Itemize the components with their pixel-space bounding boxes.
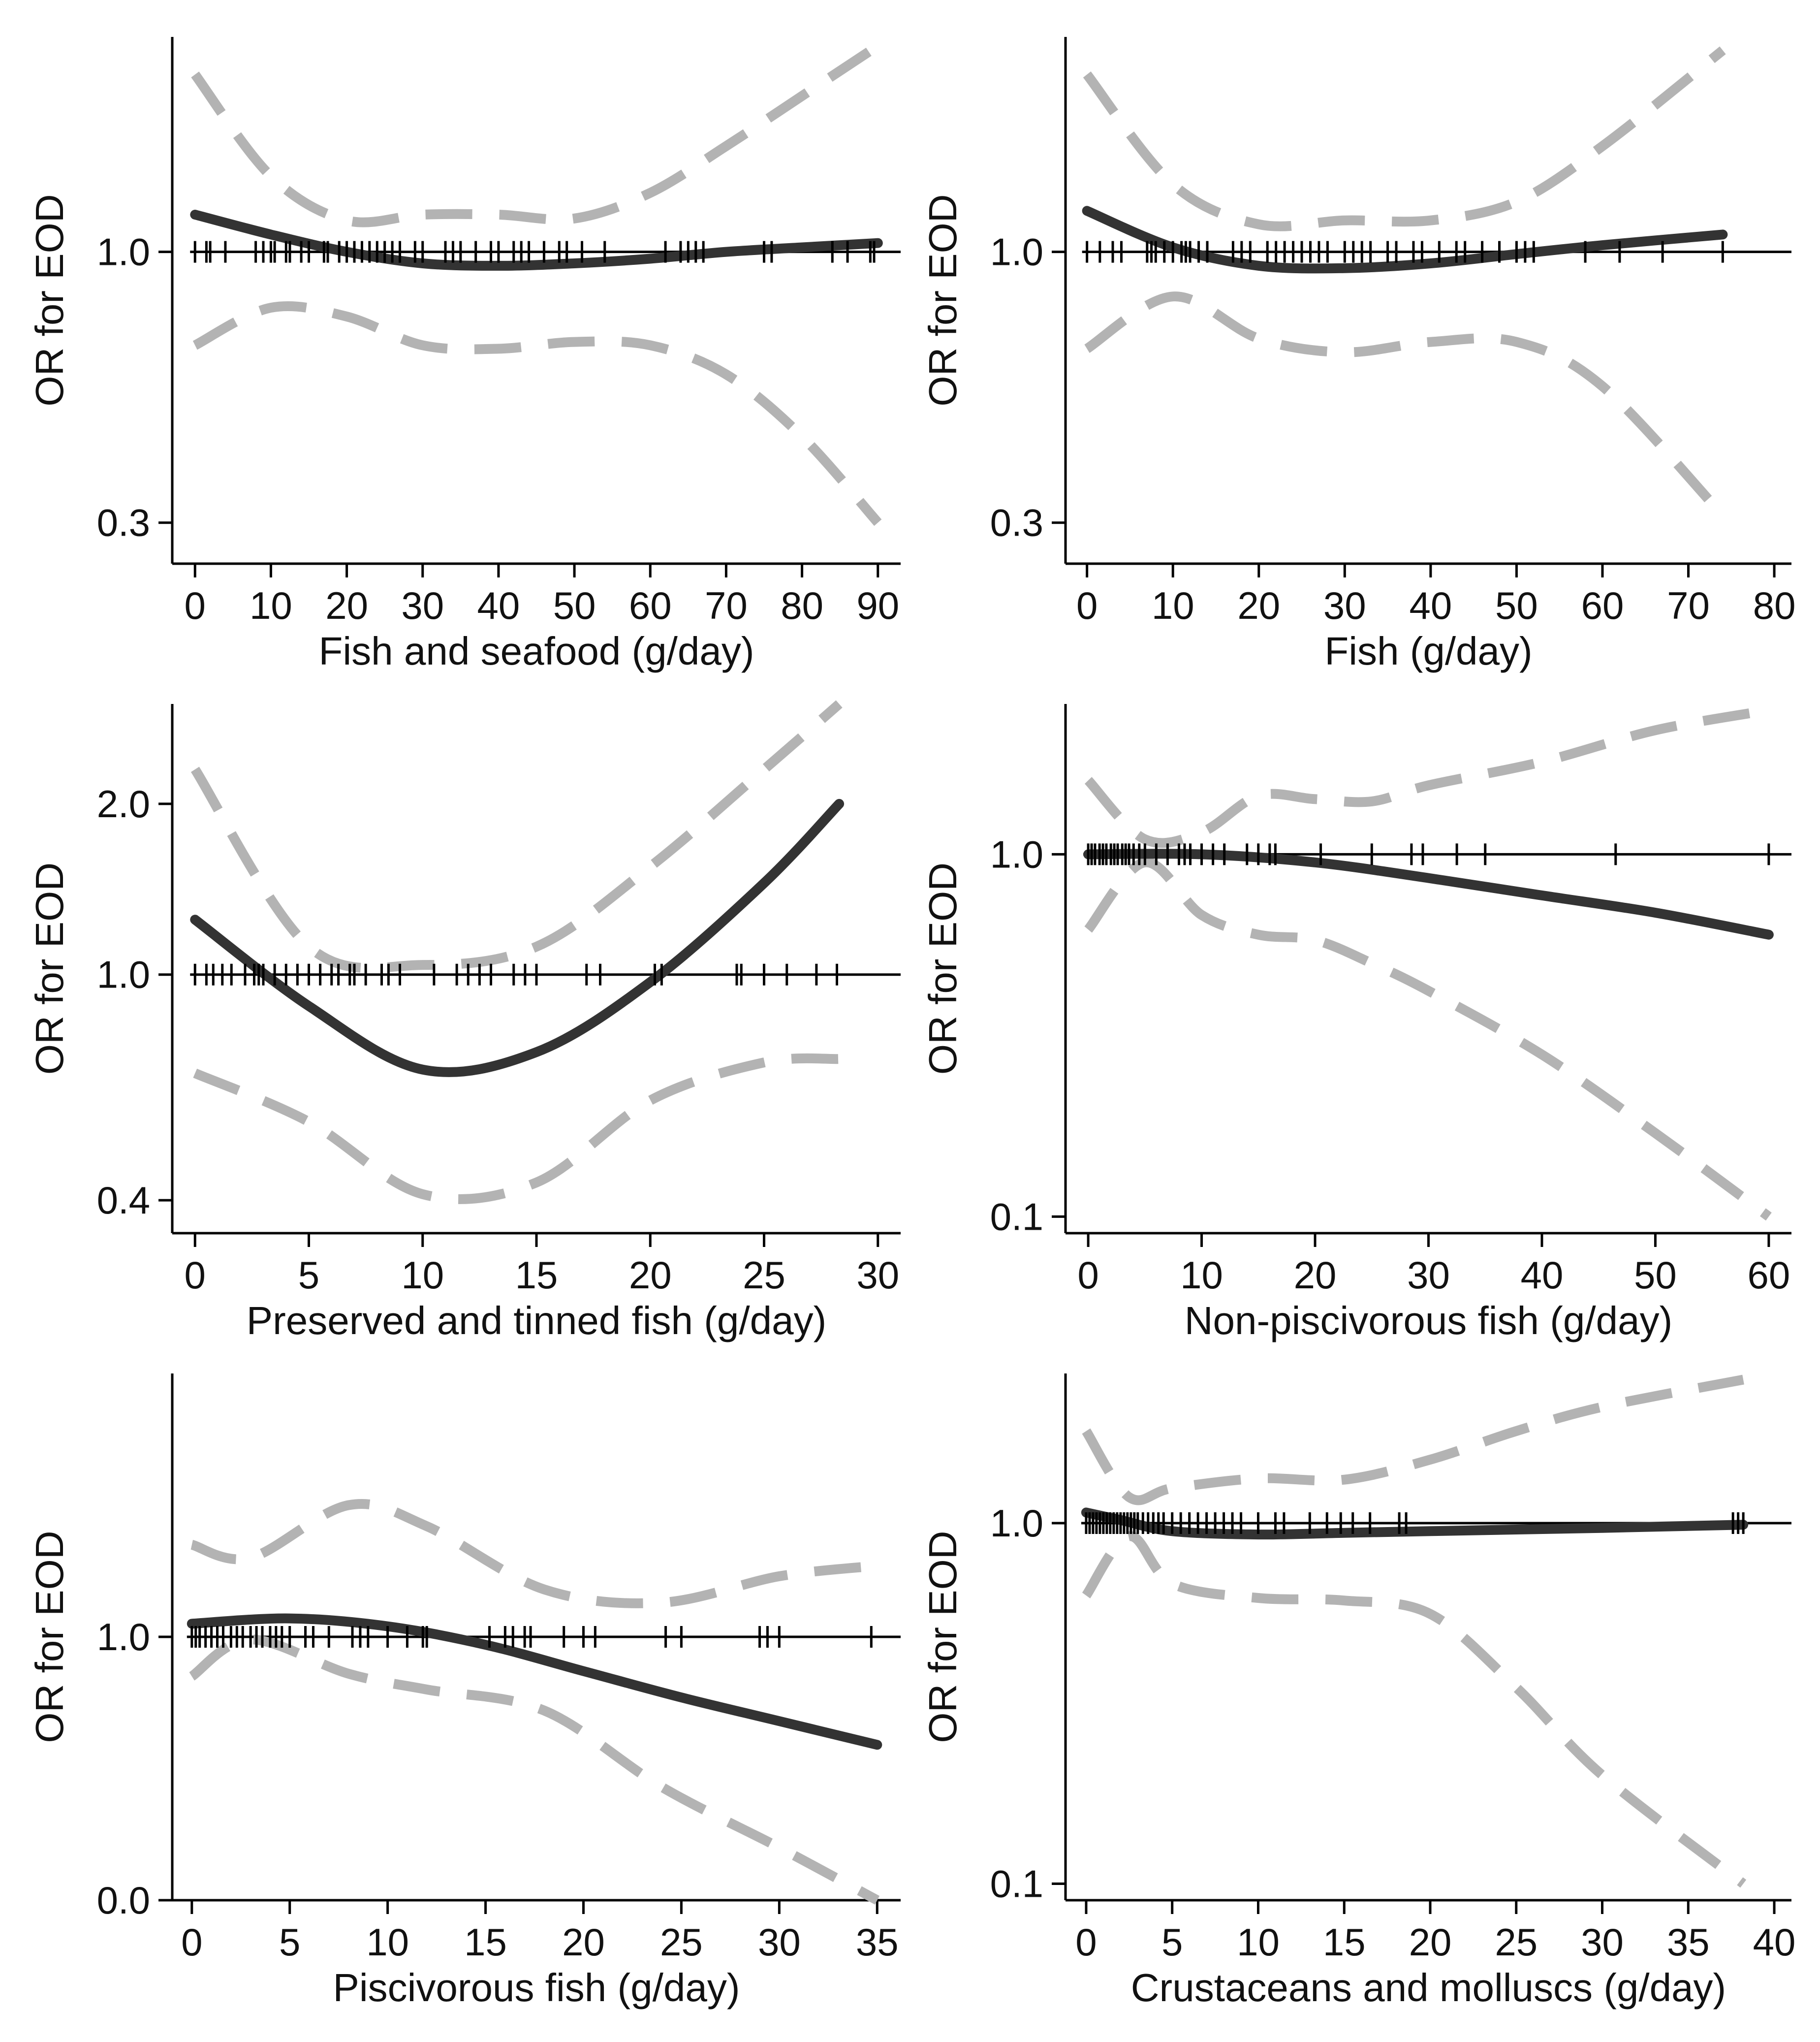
x-tick-label: 20 — [1237, 584, 1280, 627]
upper-ci-line — [190, 1499, 878, 1608]
x-tick-label: 0 — [1077, 1253, 1098, 1297]
x-tick-label: 30 — [758, 1920, 801, 1964]
y-tick-label: 1.0 — [97, 230, 150, 274]
x-tick-label: 30 — [1581, 1920, 1624, 1964]
x-tick-label: 20 — [629, 1253, 672, 1297]
x-tick-label: 40 — [1409, 584, 1452, 627]
upper-ci-line — [1083, 46, 1726, 231]
x-tick-label: 70 — [705, 584, 748, 627]
y-axis-title: OR for EOD — [921, 862, 965, 1075]
y-tick-label: 1.0 — [990, 832, 1043, 876]
x-tick-label: 80 — [1753, 584, 1796, 627]
x-tick-label: 10 — [250, 584, 292, 627]
y-axis-title: OR for EOD — [28, 1531, 71, 1743]
y-tick-label: 0.3 — [990, 501, 1043, 544]
x-tick-label: 0 — [1075, 1920, 1097, 1964]
x-tick-label: 15 — [1323, 1920, 1366, 1964]
y-tick-label: 2.0 — [97, 782, 150, 826]
x-tick-label: 0 — [185, 1253, 206, 1297]
x-tick-label: 60 — [1581, 584, 1624, 627]
x-tick-label: 50 — [553, 584, 596, 627]
x-tick-label: 5 — [279, 1920, 300, 1964]
y-tick-label: 1.0 — [990, 230, 1043, 274]
x-tick-label: 90 — [856, 584, 899, 627]
x-axis-title: Non-piscivorous fish (g/day) — [1185, 1299, 1672, 1342]
x-tick-label: 35 — [1667, 1920, 1710, 1964]
x-tick-label: 60 — [1748, 1253, 1790, 1297]
x-axis-title: Fish and seafood (g/day) — [319, 629, 754, 673]
x-tick-label: 15 — [464, 1920, 507, 1964]
y-tick-label: 0.3 — [97, 501, 150, 544]
x-tick-label: 25 — [743, 1253, 785, 1297]
x-tick-label: 25 — [1495, 1920, 1538, 1964]
y-axis-title: OR for EOD — [28, 194, 71, 406]
x-tick-label: 10 — [1180, 1253, 1223, 1297]
panel-6: 0 5 10 15 20 25 30 35 40 0.1 1.0 Crustaceans and mo… — [921, 1373, 1795, 2010]
x-axis-title: Crustaceans and molluscs (g/day) — [1131, 1966, 1726, 2010]
x-tick-label: 50 — [1495, 584, 1538, 627]
upper-ci-line — [1084, 705, 1770, 848]
panel-3: 0 5 10 15 20 25 30 0.4 1.0 2.0 Preserved and tinne… — [28, 700, 901, 1342]
x-tick-label: 5 — [1161, 1920, 1183, 1964]
x-tick-label: 0 — [185, 584, 206, 627]
lower-ci-line — [192, 301, 882, 526]
y-tick-label: 0.1 — [990, 1862, 1043, 1905]
or-estimate-line — [1083, 849, 1774, 940]
x-axis-title: Piscivorous fish (g/day) — [333, 1966, 740, 2010]
panel-4: 0 10 20 30 40 50 60 0.1 1.0 Non-piscivorous fish … — [921, 704, 1791, 1342]
x-tick-label: 0 — [1076, 584, 1098, 627]
upper-ci-line — [190, 700, 843, 973]
x-tick-label: 35 — [856, 1920, 899, 1964]
x-tick-label: 10 — [366, 1920, 409, 1964]
x-tick-label: 70 — [1667, 584, 1710, 627]
or-estimate-line — [187, 1613, 882, 1750]
lower-ci-line — [193, 1053, 840, 1204]
x-tick-label: 0 — [181, 1920, 202, 1964]
y-axis-title: OR for EOD — [921, 194, 965, 406]
y-tick-label: 1.0 — [990, 1501, 1043, 1545]
x-tick-label: 80 — [781, 584, 823, 627]
or-estimate-line — [190, 798, 845, 1077]
x-tick-label: 10 — [401, 1253, 444, 1297]
x-tick-label: 20 — [562, 1920, 605, 1964]
panel-2: 0 10 20 30 40 50 60 70 80 0.3 1.0 Fish (g/day) OR fo… — [921, 37, 1795, 673]
x-tick-label: 30 — [856, 1253, 899, 1297]
x-tick-label: 15 — [515, 1253, 558, 1297]
x-axis-title: Preserved and tinned fish (g/day) — [247, 1299, 826, 1342]
x-tick-label: 30 — [401, 584, 444, 627]
panel-1: 0 10 20 30 40 50 60 70 80 90 0.3 1.0 Fish and seafoo… — [28, 37, 901, 673]
x-tick-label: 20 — [325, 584, 368, 627]
y-tick-label: 0.0 — [97, 1879, 150, 1922]
x-tick-label: 40 — [1521, 1253, 1564, 1297]
x-tick-label: 20 — [1294, 1253, 1337, 1297]
y-tick-label: 0.1 — [990, 1195, 1043, 1238]
lower-ci-line — [1084, 291, 1726, 519]
upper-ci-line — [191, 41, 881, 227]
x-tick-label: 60 — [629, 584, 672, 627]
x-tick-label: 20 — [1409, 1920, 1452, 1964]
x-tick-label: 30 — [1407, 1253, 1450, 1297]
lower-ci-line — [188, 1634, 880, 1905]
x-tick-label: 10 — [1237, 1920, 1280, 1964]
x-tick-label: 30 — [1323, 584, 1366, 627]
panel-5: 0 5 10 15 20 25 30 35 0.0 1.0 Piscivorous fish (g/… — [28, 1373, 901, 2010]
x-tick-label: 40 — [477, 584, 520, 627]
y-tick-label: 1.0 — [97, 1615, 150, 1659]
x-tick-label: 5 — [298, 1253, 319, 1297]
x-axis-title: Fish (g/day) — [1324, 629, 1532, 673]
x-tick-label: 40 — [1753, 1920, 1796, 1964]
upper-ci-line — [1082, 1374, 1744, 1505]
lower-ci-line — [1082, 1531, 1747, 1888]
y-axis-title: OR for EOD — [28, 862, 71, 1075]
x-tick-label: 25 — [660, 1920, 703, 1964]
y-tick-label: 0.4 — [97, 1179, 150, 1222]
x-tick-label: 10 — [1152, 584, 1194, 627]
x-tick-label: 50 — [1634, 1253, 1677, 1297]
y-axis-title: OR for EOD — [921, 1531, 965, 1743]
y-tick-label: 1.0 — [97, 953, 150, 996]
